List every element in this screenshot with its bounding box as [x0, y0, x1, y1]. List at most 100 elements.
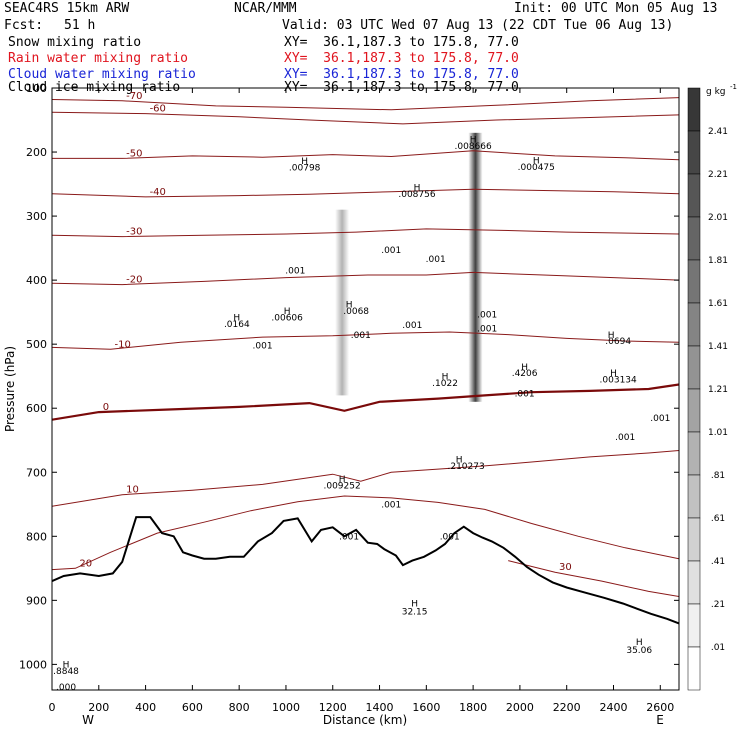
y-tick-label: 600 — [26, 402, 47, 415]
colorbar-label: 1.41 — [708, 342, 728, 352]
contour-annotation: .000 — [56, 683, 76, 693]
contour-annotation: .0068 — [343, 307, 369, 317]
contour-annotation: .210273 — [447, 462, 484, 472]
east-label: E — [656, 713, 664, 727]
contour-annotation: .8848 — [53, 667, 79, 677]
field-xy-rain: XY= 36.1,187.3 to 175.8, 77.0 — [284, 51, 519, 66]
x-tick-label: 1000 — [272, 701, 300, 714]
contour-annotation: 35.06 — [626, 646, 652, 656]
init-time: Init: 00 UTC Mon 05 Aug 13 — [514, 1, 718, 16]
contour-annotation: .008666 — [455, 142, 492, 152]
isotherm-line — [52, 383, 679, 421]
contour-annotation: .008756 — [398, 190, 435, 200]
x-tick-label: 1600 — [412, 701, 440, 714]
contour-annotation: .001 — [477, 324, 497, 334]
contour-annotation: .001 — [285, 267, 305, 277]
y-tick-label: 400 — [26, 274, 47, 287]
x-tick-label: 200 — [88, 701, 109, 714]
contour-annotation: 32.15 — [402, 607, 428, 617]
contour-annotation: H — [414, 183, 421, 193]
contour-annotation: .001 — [253, 342, 273, 352]
x-tick-label: 2600 — [646, 701, 674, 714]
contour-annotation: H — [284, 307, 291, 317]
contour-annotation: .001 — [381, 246, 401, 256]
contour-annotation: .001 — [402, 321, 422, 331]
colorbar-bin — [687, 259, 701, 304]
field-name-snow: Snow mixing ratio — [8, 35, 142, 50]
isotherm-line — [52, 111, 679, 125]
colorbar-bin — [687, 431, 701, 476]
x-axis-title: Distance (km) — [323, 713, 407, 727]
x-tick-label: 1400 — [366, 701, 394, 714]
contour-annotation: H — [301, 157, 308, 167]
colorbar-label: .81 — [711, 471, 725, 481]
isotherm-label: 0 — [103, 402, 109, 413]
contour-annotation: .001 — [426, 255, 446, 265]
contour-annotation: H — [442, 372, 449, 382]
snow-shading-column — [468, 132, 483, 402]
contour-annotation: .4206 — [512, 369, 538, 379]
colorbar-bin — [687, 302, 701, 347]
contour-annotation: .001 — [381, 500, 401, 510]
colorbar-bin — [687, 560, 701, 605]
isotherm-label: -50 — [126, 148, 142, 159]
contour-annotation: .001 — [351, 331, 371, 341]
colorbar-label: .21 — [711, 600, 725, 610]
isotherm-label: -40 — [150, 187, 166, 198]
isotherm-label: -10 — [114, 339, 130, 350]
isotherm-label: -70 — [126, 91, 142, 102]
colorbar-label: 2.01 — [708, 213, 728, 223]
contour-annotation: H — [610, 369, 617, 379]
contour-annotation: .009252 — [323, 481, 360, 491]
y-tick-label: 500 — [26, 338, 47, 351]
isotherm-label: 30 — [559, 562, 572, 573]
x-tick-label: 2000 — [506, 701, 534, 714]
terrain-line — [52, 516, 679, 625]
contour-annotation: .0164 — [224, 320, 250, 330]
isotherm-label: 10 — [126, 485, 139, 496]
isotherm-line — [52, 188, 679, 198]
isotherm-line — [52, 495, 679, 571]
y-tick-label: 100 — [26, 82, 47, 95]
colorbar-label: 2.21 — [708, 170, 728, 180]
colorbar-label: 1.61 — [708, 299, 728, 309]
colorbar-label: 1.81 — [708, 256, 728, 266]
colorbar-label: .61 — [711, 514, 725, 524]
isotherm-line — [52, 271, 679, 286]
y-axis-title: Pressure (hPa) — [3, 346, 17, 432]
contour-annotation: .00798 — [289, 164, 321, 174]
isotherm-line — [52, 97, 679, 111]
colorbar-bin — [687, 517, 701, 562]
contour-annotation: H — [470, 135, 477, 145]
colorbar-label: .01 — [711, 643, 725, 653]
contour-annotation: H — [346, 301, 353, 311]
colorbar-unit: g kg — [706, 87, 726, 97]
colorbar-bin — [687, 388, 701, 433]
x-tick-label: 1200 — [319, 701, 347, 714]
contour-annotation: H — [533, 157, 540, 167]
contour-annotation: H — [608, 331, 615, 341]
contour-annotation: .001 — [650, 414, 670, 424]
contour-annotation: .001 — [615, 433, 635, 443]
x-tick-label: 0 — [49, 701, 56, 714]
contour-annotation: H — [636, 638, 643, 648]
y-tick-label: 300 — [26, 210, 47, 223]
colorbar-label: .41 — [711, 557, 725, 567]
x-tick-label: 2400 — [599, 701, 627, 714]
contour-annotation: .001 — [477, 310, 497, 320]
y-tick-label: 700 — [26, 466, 47, 479]
colorbar-bin — [687, 216, 701, 261]
contour-annotation: .001 — [515, 390, 535, 400]
isotherm-line — [52, 150, 679, 161]
colorbar-bin — [687, 345, 701, 390]
colorbar-bin — [687, 173, 701, 218]
snow-shading-column — [335, 209, 350, 396]
isotherm-line — [52, 450, 679, 507]
colorbar-bin — [687, 603, 701, 648]
contour-annotation: .001 — [440, 533, 460, 543]
colorbar-label: 2.41 — [708, 127, 728, 137]
west-label: W — [82, 713, 94, 727]
x-tick-label: 600 — [182, 701, 203, 714]
contour-annotation: .0694 — [605, 337, 631, 347]
contour-annotation: H — [233, 313, 240, 323]
